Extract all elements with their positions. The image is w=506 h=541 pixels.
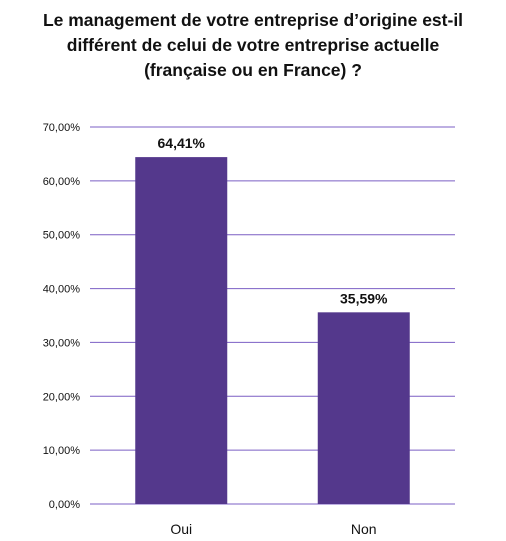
y-axis-tick-labels: 0,00% 10,00% 20,00% 30,00% 40,00% 50,00% 60,00… [43,122,81,511]
y-tick-label: 20,00% [43,391,81,403]
bar [135,157,228,504]
bar [317,312,410,504]
data-label: 64,41% [158,135,206,151]
chart-title: Le management de votre entreprise d’orig… [0,8,506,83]
y-tick-label: 60,00% [43,176,81,188]
data-label: 35,59% [340,290,388,306]
y-tick-label: 50,00% [43,230,81,242]
y-tick-label: 30,00% [43,337,81,349]
chart-title-line-3: (française ou en France) ? [144,60,362,80]
x-category-label: Non [351,521,377,537]
y-tick-label: 10,00% [43,445,81,457]
chart-title-line-2: différent de celui de votre entreprise a… [66,35,440,55]
y-tick-label: 70,00% [43,122,81,134]
x-axis-category-labels: Oui Non [170,521,376,537]
y-tick-label: 0,00% [49,499,80,511]
data-labels: 64,41% 35,59% [158,135,389,306]
chart-title-line-1: Le management de votre entreprise d’orig… [42,10,464,30]
y-tick-label: 40,00% [43,284,81,296]
bars [135,157,410,504]
x-category-label: Oui [170,521,192,537]
